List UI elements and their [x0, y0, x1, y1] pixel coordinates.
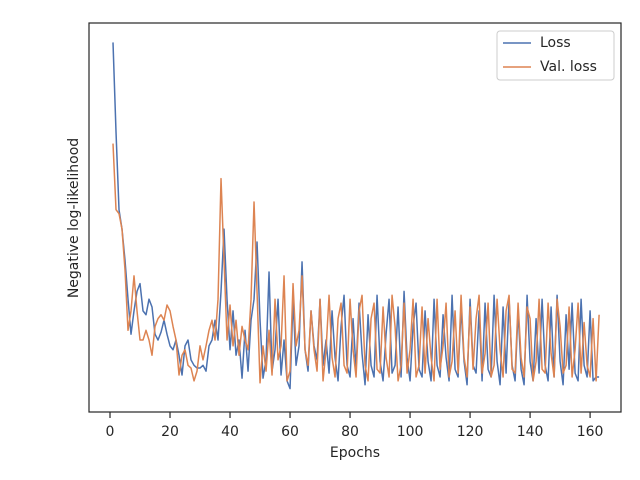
x-axis-label: Epochs: [330, 445, 380, 461]
x-tick-label: 40: [221, 424, 239, 440]
x-tick-label: 0: [106, 424, 115, 440]
legend-label: Val. loss: [540, 59, 597, 75]
plot-frame: [88, 22, 622, 413]
x-tick-label: 160: [577, 424, 604, 440]
x-tick-label: 100: [397, 424, 424, 440]
legend-label: Loss: [540, 35, 571, 51]
y-axis-label: Negative log-likelihood: [66, 138, 82, 298]
x-tick-label: 140: [517, 424, 544, 440]
x-tick-label: 80: [341, 424, 359, 440]
line-series: [112, 143, 600, 384]
x-tick-label: 120: [457, 424, 484, 440]
x-tick-label: 20: [161, 424, 179, 440]
x-tick-label: 60: [281, 424, 299, 440]
